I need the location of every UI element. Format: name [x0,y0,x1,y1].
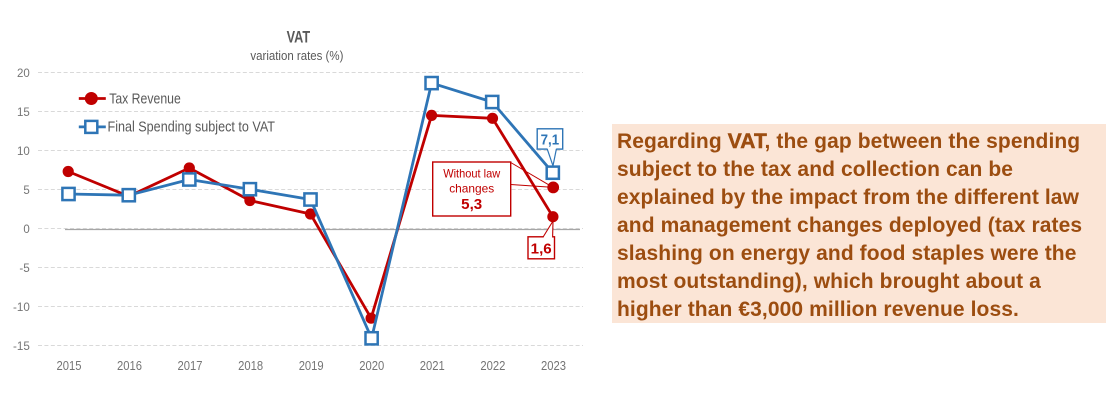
svg-text:-10: -10 [13,300,30,314]
svg-text:2023: 2023 [541,358,566,373]
svg-text:VAT: VAT [287,29,311,47]
svg-text:1,6: 1,6 [531,241,552,257]
svg-text:7,1: 7,1 [541,131,560,148]
svg-text:-5: -5 [19,261,30,275]
svg-text:5,3: 5,3 [461,197,482,213]
svg-text:2019: 2019 [299,358,324,373]
svg-text:changes: changes [449,182,494,196]
svg-text:2018: 2018 [238,358,263,373]
svg-text:2021: 2021 [420,358,445,373]
svg-text:-15: -15 [13,339,30,353]
svg-text:variation rates (%): variation rates (%) [250,48,343,63]
svg-text:15: 15 [17,105,30,119]
svg-text:10: 10 [17,144,30,158]
svg-text:0: 0 [23,222,30,236]
svg-text:2015: 2015 [57,358,82,373]
svg-text:Tax Revenue: Tax Revenue [109,91,181,107]
svg-text:2022: 2022 [480,358,505,373]
svg-text:Final Spending subject to VAT: Final Spending subject to VAT [108,120,276,136]
svg-text:20: 20 [17,66,30,80]
svg-text:2017: 2017 [178,358,203,373]
svg-text:2016: 2016 [117,358,142,373]
svg-text:Without law: Without law [443,166,500,180]
svg-text:2020: 2020 [359,358,384,373]
svg-text:5: 5 [23,183,30,197]
